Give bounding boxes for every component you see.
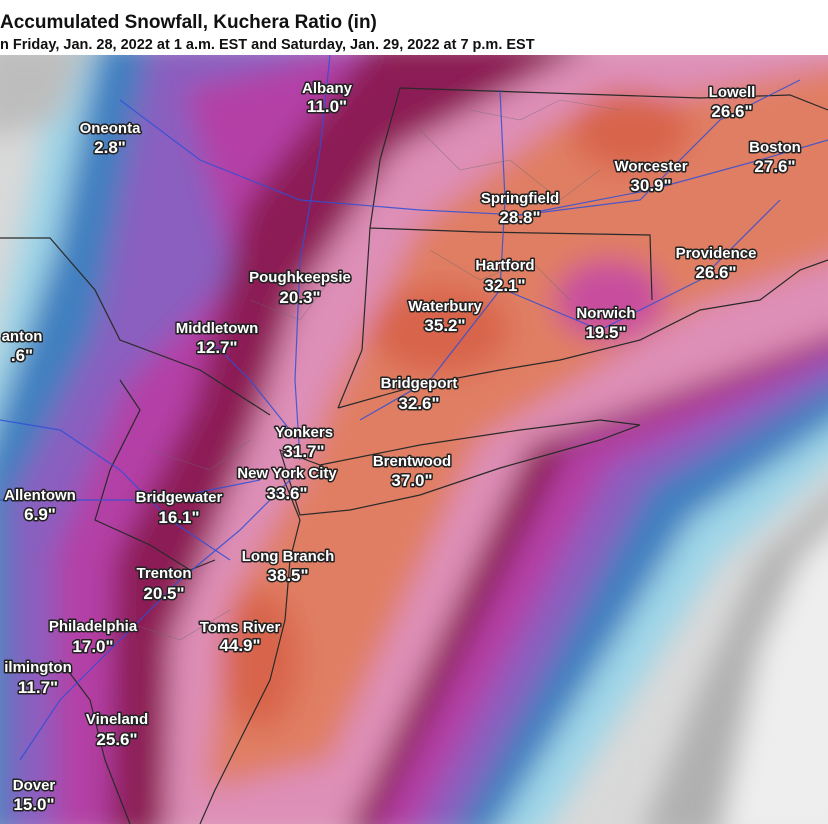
snow-amount: 25.6": [96, 730, 137, 749]
city-name: Yonkers: [275, 424, 333, 441]
snow-amount: 44.9": [219, 636, 260, 655]
city-name: Springfield: [481, 190, 559, 207]
snow-amount: 38.5": [267, 566, 308, 585]
band: [723, 532, 828, 824]
city-name: Long Branch: [242, 548, 335, 565]
city-name: anton: [2, 328, 43, 345]
snow-amount: 17.0": [72, 637, 113, 656]
city-labels: Albany11.0"Oneonta2.8"Lowell26.6"Boston2…: [0, 79, 802, 816]
snow-amount: 32.6": [398, 394, 439, 413]
snow-amount: 30.9": [630, 176, 671, 195]
snow-amount: 11.7": [18, 678, 58, 697]
city-name: New York City: [237, 465, 337, 482]
city-name: Hartford: [475, 257, 534, 274]
city-name: Norwich: [576, 305, 635, 322]
snow-amount: 28.8": [499, 208, 540, 227]
snow-amount: 31.7": [283, 442, 324, 461]
snow-amount: 15.0": [13, 795, 54, 814]
snow-amount: 6.9": [24, 505, 56, 524]
band: [570, 90, 690, 170]
map-subtitle: n Friday, Jan. 28, 2022 at 1 a.m. EST an…: [0, 37, 535, 53]
city-name: Waterbury: [408, 298, 482, 315]
city-name: Albany: [302, 80, 353, 97]
city-name: Philadelphia: [49, 618, 138, 635]
map-title: Accumulated Snowfall, Kuchera Ratio (in): [0, 12, 377, 33]
snow-amount: 33.6": [266, 484, 307, 503]
band: [555, 260, 665, 340]
state-borders: [0, 87, 828, 824]
snow-amount: 16.1": [158, 508, 199, 527]
city-name: Bridgeport: [381, 375, 458, 392]
snow-amount: 26.6": [695, 263, 736, 282]
snow-amount: 2.8": [94, 138, 126, 157]
city-name: Trenton: [137, 565, 192, 582]
band: [0, 55, 85, 135]
county-lines: [119, 99, 621, 641]
city-name: Brentwood: [373, 453, 451, 470]
snow-amount: 20.3": [279, 288, 320, 307]
city-name: Poughkeepsie: [249, 269, 351, 286]
snow-amount: 35.2": [424, 316, 465, 335]
roads: [0, 55, 828, 761]
snow-amount: 32.1": [484, 276, 525, 295]
snow-amount: 12.7": [196, 338, 237, 357]
city-name: Toms River: [200, 619, 281, 636]
city-name: Oneonta: [80, 120, 141, 137]
snow-bands: [0, 55, 828, 824]
snow-amount: 11.0": [307, 97, 347, 116]
snow-amount: .6": [11, 346, 33, 365]
band: [370, 285, 510, 375]
city-name: ilmington: [4, 659, 72, 676]
city-name: Vineland: [86, 711, 148, 728]
city-name: Dover: [13, 777, 56, 794]
snow-amount: 26.6": [711, 102, 752, 121]
snow-amount: 19.5": [585, 323, 626, 342]
map-area: Albany11.0"Oneonta2.8"Lowell26.6"Boston2…: [0, 55, 828, 824]
snow-amount: 37.0": [391, 471, 432, 490]
city-name: Providence: [676, 245, 757, 262]
city-name: Lowell: [709, 84, 756, 101]
snow-amount: 20.5": [143, 584, 184, 603]
city-name: Bridgewater: [136, 489, 223, 506]
band: [220, 590, 300, 730]
city-name: Boston: [749, 139, 801, 156]
band: [205, 66, 828, 790]
snow-amount: 27.6": [754, 157, 795, 176]
city-name: Middletown: [176, 320, 259, 337]
city-name: Worcester: [614, 158, 687, 175]
city-name: Allentown: [4, 487, 76, 504]
